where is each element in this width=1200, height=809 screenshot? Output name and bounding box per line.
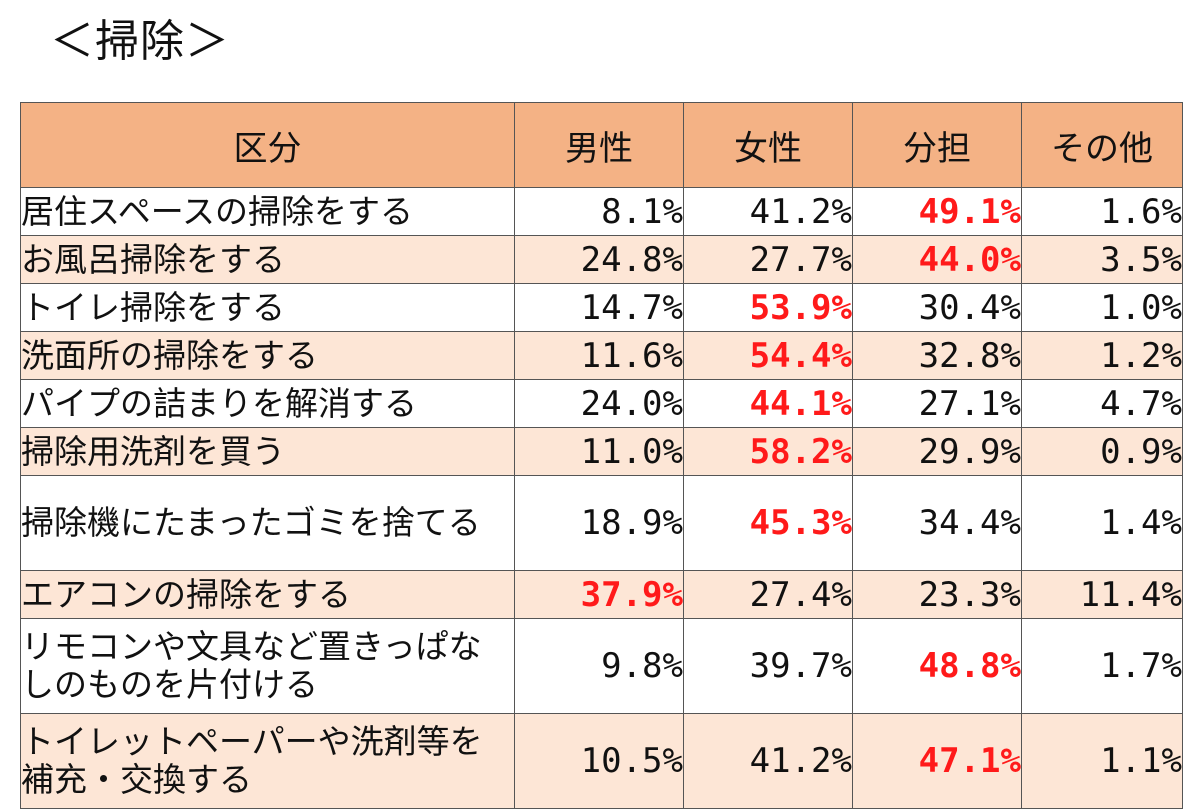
table-row: エアコンの掃除をする 37.9% 27.4% 23.3% 11.4%	[20, 570, 1183, 619]
highlighted-value-cell: 47.1%	[852, 713, 1022, 809]
highlighted-value-cell: 44.0%	[852, 235, 1022, 284]
data-table: 区分 男性 女性 分担 その他 居住スペースの掃除をする 8.1% 41.2% 49.…	[20, 102, 1183, 809]
value-cell: 1.1%	[1021, 713, 1183, 809]
value-cell: 32.8%	[852, 331, 1022, 380]
value-cell: 1.6%	[1021, 187, 1183, 236]
row-label: トイレ掃除をする	[20, 283, 515, 332]
value-cell: 39.7%	[683, 618, 853, 714]
column-header: 女性	[683, 102, 853, 188]
value-cell: 11.0%	[514, 427, 684, 476]
table-row: 居住スペースの掃除をする 8.1% 41.2% 49.1% 1.6%	[20, 187, 1183, 236]
value-cell: 24.8%	[514, 235, 684, 284]
value-cell: 1.7%	[1021, 618, 1183, 714]
highlighted-value-cell: 49.1%	[852, 187, 1022, 236]
row-label: エアコンの掃除をする	[20, 570, 515, 619]
column-header: 男性	[514, 102, 684, 188]
table-row: 洗面所の掃除をする 11.6% 54.4% 32.8% 1.2%	[20, 331, 1183, 380]
highlighted-value-cell: 44.1%	[683, 379, 853, 428]
row-label: 掃除用洗剤を買う	[20, 427, 515, 476]
table-row: トイレットペーパーや洗剤等を補充・交換する 10.5% 41.2% 47.1% 1.1%	[20, 713, 1183, 809]
value-cell: 1.4%	[1021, 475, 1183, 571]
row-label: お風呂掃除をする	[20, 235, 515, 284]
highlighted-value-cell: 45.3%	[683, 475, 853, 571]
column-header: その他	[1021, 102, 1183, 188]
value-cell: 10.5%	[514, 713, 684, 809]
value-cell: 41.2%	[683, 713, 853, 809]
table-row: パイプの詰まりを解消する 24.0% 44.1% 27.1% 4.7%	[20, 379, 1183, 428]
value-cell: 18.9%	[514, 475, 684, 571]
row-label: リモコンや文具など置きっぱなしのものを片付ける	[20, 618, 515, 714]
value-cell: 0.9%	[1021, 427, 1183, 476]
value-cell: 27.4%	[683, 570, 853, 619]
value-cell: 29.9%	[852, 427, 1022, 476]
row-label: 居住スペースの掃除をする	[20, 187, 515, 236]
value-cell: 4.7%	[1021, 379, 1183, 428]
highlighted-value-cell: 48.8%	[852, 618, 1022, 714]
row-label: 洗面所の掃除をする	[20, 331, 515, 380]
value-cell: 41.2%	[683, 187, 853, 236]
header-row: 区分 男性 女性 分担 その他	[20, 102, 1183, 188]
value-cell: 11.4%	[1021, 570, 1183, 619]
value-cell: 8.1%	[514, 187, 684, 236]
highlighted-value-cell: 54.4%	[683, 331, 853, 380]
value-cell: 34.4%	[852, 475, 1022, 571]
value-cell: 1.0%	[1021, 283, 1183, 332]
value-cell: 14.7%	[514, 283, 684, 332]
page-title: ＜掃除＞	[50, 16, 230, 67]
row-label: パイプの詰まりを解消する	[20, 379, 515, 428]
highlighted-value-cell: 58.2%	[683, 427, 853, 476]
value-cell: 23.3%	[852, 570, 1022, 619]
highlighted-value-cell: 37.9%	[514, 570, 684, 619]
value-cell: 24.0%	[514, 379, 684, 428]
value-cell: 27.7%	[683, 235, 853, 284]
value-cell: 3.5%	[1021, 235, 1183, 284]
column-header: 分担	[852, 102, 1022, 188]
table-row: リモコンや文具など置きっぱなしのものを片付ける 9.8% 39.7% 48.8% 1.7…	[20, 618, 1183, 714]
column-header: 区分	[20, 102, 515, 188]
value-cell: 27.1%	[852, 379, 1022, 428]
row-label: トイレットペーパーや洗剤等を補充・交換する	[20, 713, 515, 809]
highlighted-value-cell: 53.9%	[683, 283, 853, 332]
value-cell: 1.2%	[1021, 331, 1183, 380]
value-cell: 11.6%	[514, 331, 684, 380]
value-cell: 30.4%	[852, 283, 1022, 332]
table-row: トイレ掃除をする 14.7% 53.9% 30.4% 1.0%	[20, 283, 1183, 332]
row-label: 掃除機にたまったゴミを捨てる	[20, 475, 515, 571]
table-row: お風呂掃除をする 24.8% 27.7% 44.0% 3.5%	[20, 235, 1183, 284]
table-row: 掃除機にたまったゴミを捨てる 18.9% 45.3% 34.4% 1.4%	[20, 475, 1183, 571]
table-row: 掃除用洗剤を買う 11.0% 58.2% 29.9% 0.9%	[20, 427, 1183, 476]
value-cell: 9.8%	[514, 618, 684, 714]
